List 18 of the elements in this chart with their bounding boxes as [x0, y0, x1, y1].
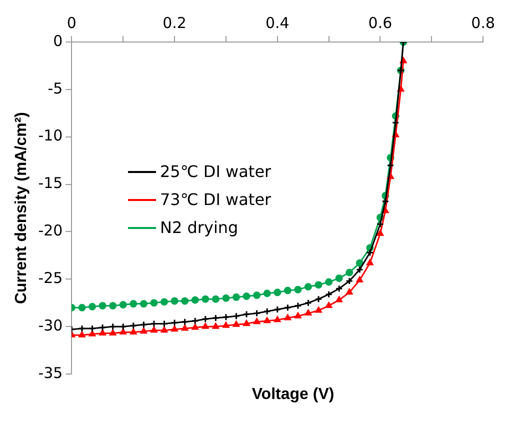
- x-tick-label: 0: [66, 14, 76, 32]
- y-tick-label: -30: [38, 316, 63, 334]
- y-tick-label: 0: [53, 32, 63, 50]
- y-tick-label: -25: [38, 269, 63, 288]
- x-tick-label: 0.2: [162, 14, 186, 32]
- y-axis-title: Current density (mA/cm²): [13, 112, 30, 304]
- y-tick-label: -5: [48, 79, 63, 98]
- x-tick-label: 0.6: [368, 14, 392, 32]
- legend-label: 73℃ DI water: [160, 189, 272, 211]
- y-tick-label: -15: [38, 174, 63, 192]
- x-axis-title: Voltage (V): [250, 386, 336, 404]
- y-tick-label: -20: [38, 222, 63, 240]
- x-tick-label: 0.8: [471, 14, 495, 32]
- legend-label: 25℃ DI water: [160, 161, 272, 183]
- y-tick-label: -35: [38, 364, 63, 382]
- x-tick-label: 0.4: [265, 14, 290, 32]
- y-tick-label: -10: [38, 126, 63, 145]
- legend-label: N2 drying: [160, 217, 238, 239]
